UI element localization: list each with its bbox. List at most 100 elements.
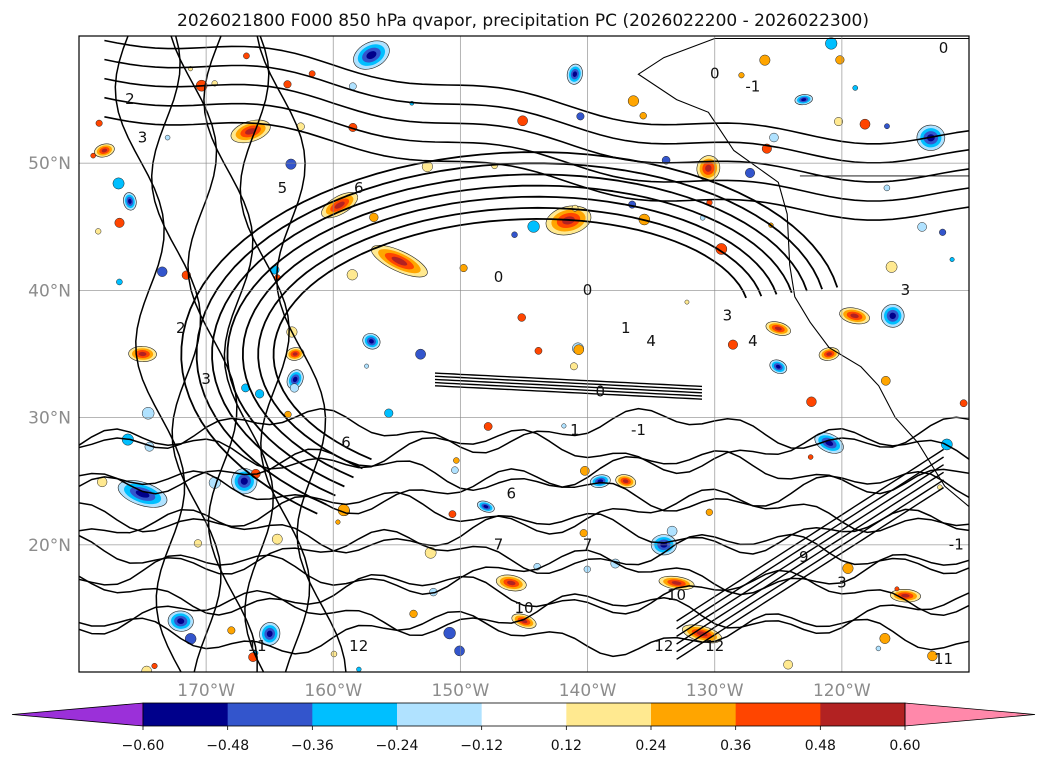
contour-label: 10	[514, 599, 533, 617]
lon-tick-label: 140°W	[559, 681, 617, 701]
contour-label: 4	[646, 332, 656, 350]
precip-cell	[245, 128, 257, 135]
precip-cell	[366, 51, 377, 60]
precip-speck	[917, 222, 927, 232]
contour-label: 5	[278, 179, 288, 197]
qvapor-contour	[79, 407, 969, 454]
chart-title: 2026021800 F000 850 hPa qvapor, precipit…	[177, 11, 869, 31]
precip-speck	[894, 586, 900, 592]
colorbar-tick-label: −0.24	[376, 738, 419, 754]
contour-label: 1	[621, 319, 631, 337]
precip-speck	[114, 217, 125, 228]
precip-speck	[879, 633, 891, 644]
colorbar-bin	[566, 703, 652, 726]
lon-tick-label: 160°W	[304, 681, 362, 701]
precip-cell	[368, 339, 374, 344]
precip-speck	[255, 389, 265, 399]
colorbar-tick-label: 0.12	[551, 738, 582, 754]
precip-speck	[573, 344, 585, 355]
colorbar-bin	[481, 703, 567, 726]
colorbar-bin	[651, 703, 737, 726]
qvapor-contour	[79, 448, 969, 495]
colorbar-bin	[227, 703, 313, 726]
contour-label: 11	[934, 650, 953, 668]
precip-speck	[448, 510, 457, 518]
precip-speck	[834, 117, 844, 127]
precip-speck	[859, 118, 871, 130]
precip-speck	[164, 134, 171, 141]
precip-cell	[292, 376, 298, 383]
qvapor-contour	[104, 96, 969, 202]
qvapor-contour	[79, 468, 969, 515]
precip-speck	[271, 533, 283, 545]
precip-speck	[783, 659, 793, 670]
precip-speck	[157, 266, 168, 277]
colorbar-extend-min	[11, 702, 144, 727]
qvapor-contour	[257, 206, 763, 470]
precip-speck	[283, 80, 292, 89]
precip-cell	[572, 71, 578, 77]
qvapor-contour	[104, 39, 969, 145]
precip-speck	[852, 85, 859, 91]
contour-label: 7	[583, 535, 593, 553]
qvapor-contour	[211, 173, 808, 497]
precip-cell	[334, 201, 345, 209]
qvapor-contour	[79, 610, 969, 658]
longitude-tick-labels: 170°W 160°W 150°W 140°W 130°W 120°W	[177, 681, 871, 701]
contour-label: 4	[748, 332, 758, 350]
contour-label: 11	[247, 637, 266, 655]
lon-tick-label: 150°W	[432, 681, 490, 701]
contour-label: 3	[901, 281, 911, 299]
precip-cell	[696, 631, 708, 637]
contour-label: 1	[570, 421, 580, 439]
qvapor-contour	[79, 528, 969, 575]
contour-label: 0	[596, 383, 606, 401]
qvapor-contour	[114, 36, 186, 672]
precip-cell	[671, 581, 682, 585]
precip-speck	[243, 52, 250, 60]
precip-speck	[112, 177, 125, 190]
precip-speck	[884, 123, 890, 130]
qvapor-contour	[104, 77, 969, 183]
precip-cell	[240, 477, 248, 485]
colorbar-tick-label: 0.48	[805, 738, 836, 754]
lat-tick-label: 30°N	[28, 409, 71, 429]
precip-speck	[639, 112, 647, 120]
contour-label: 6	[341, 434, 351, 452]
contour-label: 10	[667, 586, 686, 604]
contour-label: 12	[705, 637, 724, 655]
colorbar-bin	[312, 703, 398, 726]
precip-speck	[939, 228, 947, 236]
precip-cell	[292, 352, 298, 356]
precip-speck	[346, 269, 358, 281]
precip-speck	[409, 609, 418, 618]
colorbar-tick-label: −0.36	[291, 738, 334, 754]
contour-label: 0	[939, 39, 949, 57]
precip-speck	[534, 347, 543, 355]
contour-label: 12	[349, 637, 368, 655]
precip-cell	[889, 312, 896, 320]
colorbar-tick-label: 0.36	[720, 738, 751, 754]
colorbar-tick-label: −0.60	[122, 738, 165, 754]
precip-cell	[128, 198, 132, 204]
lat-tick-label: 40°N	[28, 281, 71, 301]
precip-speck	[570, 362, 578, 371]
qvapor-contour	[434, 385, 703, 400]
precip-speck	[927, 650, 938, 662]
lat-tick-label: 20°N	[28, 536, 71, 556]
precip-speck	[807, 454, 814, 460]
precip-speck	[727, 339, 738, 350]
precip-speck	[875, 645, 882, 652]
precip-speck	[705, 508, 713, 516]
colorbar-extend-max	[904, 702, 1036, 727]
colorbar-tick-label: 0.24	[635, 738, 666, 754]
colorbar-tick-label: 0.60	[889, 738, 920, 754]
contour-label: 12	[654, 637, 673, 655]
qvapor-contour	[434, 375, 703, 391]
contour-label: 3	[723, 306, 733, 324]
precip-speck	[561, 423, 567, 429]
qvapor-contour	[170, 36, 258, 672]
precip-speck	[95, 228, 102, 235]
precip-speck	[443, 626, 456, 640]
